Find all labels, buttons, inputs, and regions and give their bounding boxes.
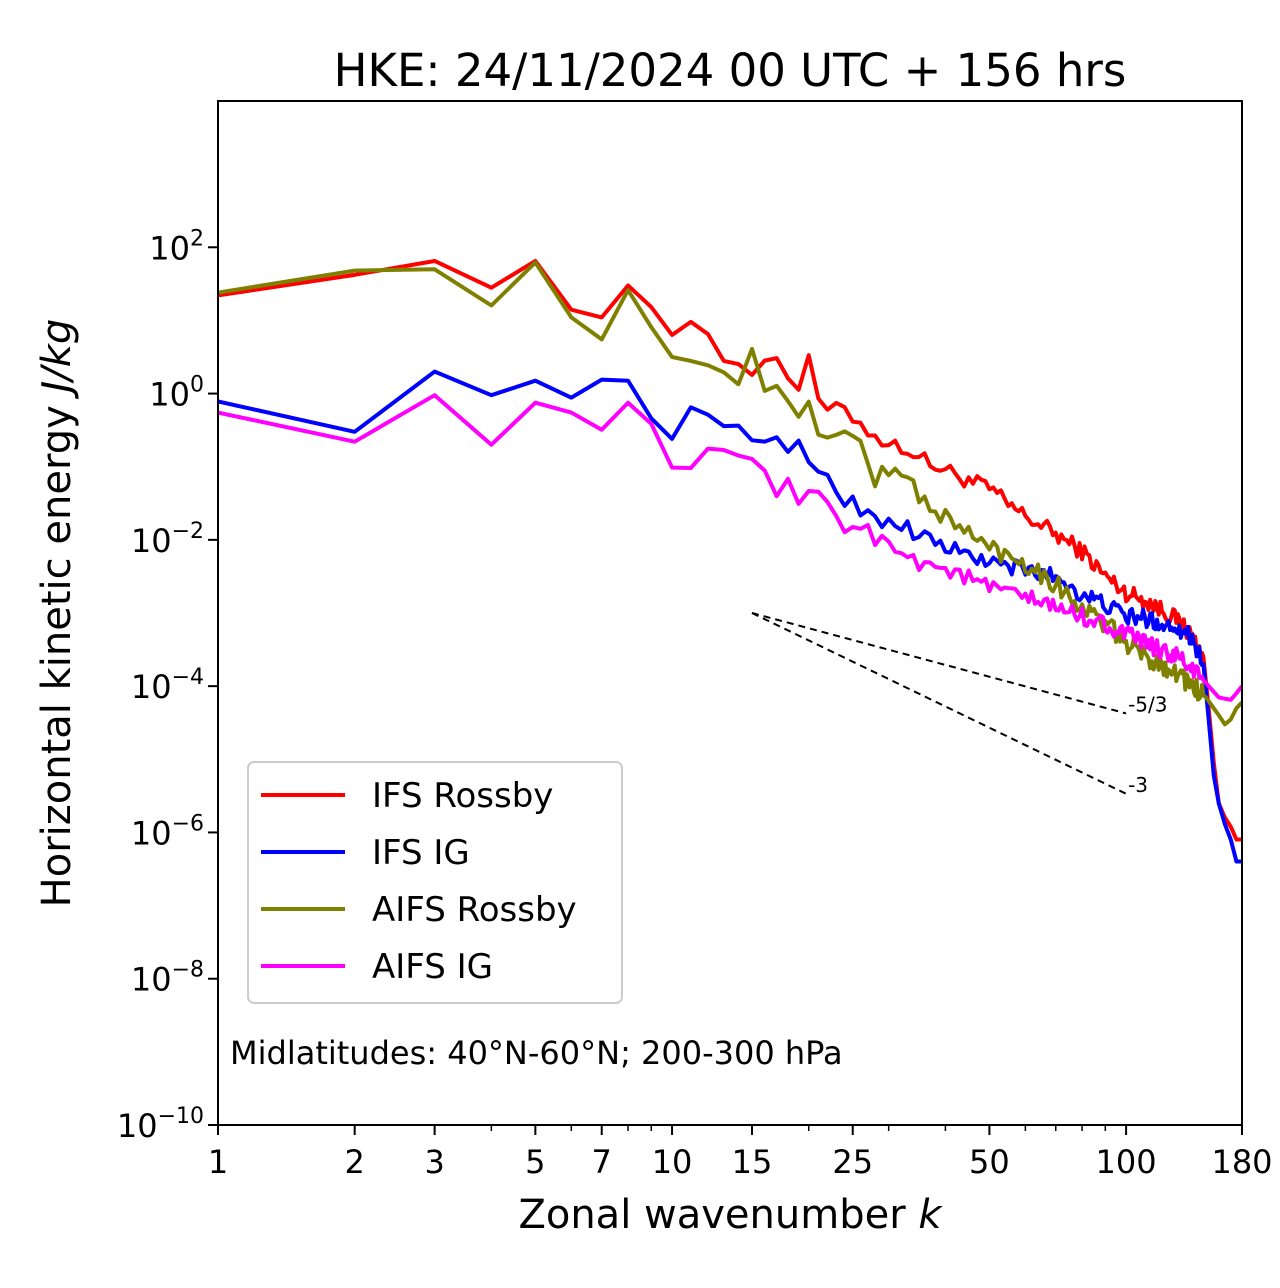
y-tick-base: 10 xyxy=(131,522,172,560)
x-tick-label: 7 xyxy=(592,1143,612,1181)
x-tick-label: 25 xyxy=(832,1143,873,1181)
y-tick-base: 10 xyxy=(149,376,190,414)
x-tick-label: 5 xyxy=(525,1143,545,1181)
series-line-ifs-rossby xyxy=(218,258,1242,842)
reference-slope-label: -5/3 xyxy=(1128,692,1167,716)
legend-label: AIFS IG xyxy=(372,947,493,987)
y-tick-exponent: 0 xyxy=(190,373,204,398)
x-axis-ticks: 1 2 3 5 7 10 15 25 50 100 180 xyxy=(208,1125,1273,1181)
y-tick-exponent: −2 xyxy=(172,519,204,544)
region-annotation: Midlatitudes: 40°N-60°N; 200-300 hPa xyxy=(230,1034,843,1072)
x-tick-label: 15 xyxy=(732,1143,773,1181)
reference-slope-label: -3 xyxy=(1128,773,1148,797)
x-tick-label: 100 xyxy=(1096,1143,1157,1181)
series-line-aifs-ig xyxy=(218,393,1242,702)
y-tick-label: 100 xyxy=(149,373,204,414)
legend: IFS Rossby IFS IG AIFS Rossby AIFS IG xyxy=(247,761,623,1004)
legend-box xyxy=(247,761,623,1004)
y-tick-base: 10 xyxy=(149,229,190,267)
x-tick-label: 3 xyxy=(424,1143,444,1181)
y-tick-label: 102 xyxy=(149,226,204,267)
y-tick-exponent: −8 xyxy=(172,958,204,983)
chart-title: HKE: 24/11/2024 00 UTC + 156 hrs xyxy=(334,44,1127,97)
y-tick-label: 10−8 xyxy=(131,958,204,999)
x-tick-label: 180 xyxy=(1211,1143,1272,1181)
y-tick-base: 10 xyxy=(117,1107,158,1145)
legend-label: IFS Rossby xyxy=(372,776,553,816)
x-tick-label: 50 xyxy=(969,1143,1010,1181)
y-tick-base: 10 xyxy=(131,961,172,999)
x-axis-label-var: k xyxy=(918,1192,943,1238)
series-lines xyxy=(218,258,1242,864)
legend-label: IFS IG xyxy=(372,833,470,873)
reference-slope-line xyxy=(751,612,1127,795)
y-tick-label: 10−2 xyxy=(131,519,204,560)
reference-slope-line xyxy=(751,612,1127,715)
y-tick-base: 10 xyxy=(131,668,172,706)
y-tick-label: 10−4 xyxy=(131,665,204,706)
y-tick-label: 10−6 xyxy=(131,811,204,852)
y-axis-label: Horizontal kinetic energy J/kg xyxy=(34,319,80,908)
legend-label: AIFS Rossby xyxy=(372,890,577,930)
x-axis-label-text: Zonal wavenumber xyxy=(518,1192,906,1238)
series-line-ifs-ig xyxy=(218,369,1242,864)
y-tick-exponent: −10 xyxy=(158,1104,204,1129)
y-tick-exponent: −6 xyxy=(172,811,204,836)
x-tick-label: 2 xyxy=(345,1143,365,1181)
x-tick-label: 10 xyxy=(652,1143,693,1181)
plot-frame xyxy=(217,100,1243,1126)
y-tick-exponent: 2 xyxy=(190,226,204,251)
y-axis-label-units: J/kg xyxy=(34,319,80,400)
x-axis-label: Zonal wavenumber k xyxy=(518,1192,943,1238)
reference-slopes: -5/3 -3 xyxy=(751,612,1168,797)
y-tick-base: 10 xyxy=(131,814,172,852)
y-tick-exponent: −4 xyxy=(172,665,204,690)
x-tick-label: 1 xyxy=(208,1143,228,1181)
y-axis-label-text: Horizontal kinetic energy xyxy=(34,405,80,907)
series-line-aifs-rossby xyxy=(218,260,1242,727)
y-tick-label: 10−10 xyxy=(117,1104,204,1145)
